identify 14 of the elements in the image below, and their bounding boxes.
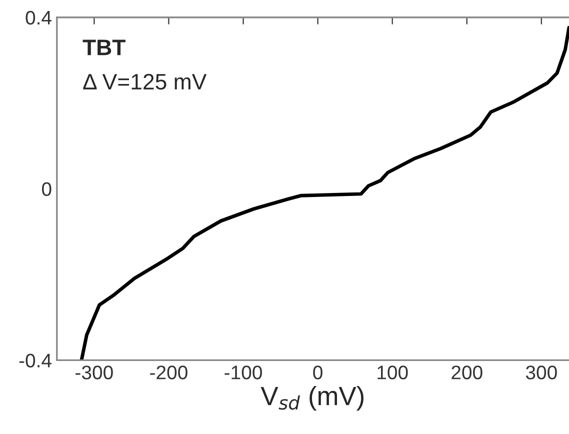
x-tick-label: 100 [378, 366, 408, 380]
y-tick-label: 0 [42, 182, 52, 196]
x-axis-title: V$_{sd}$ (mV) [260, 386, 364, 411]
x-tick-label: 200 [452, 366, 482, 380]
x-tick-label: 0 [313, 366, 322, 380]
y-tick-label: -0.4 [19, 354, 52, 368]
annotation: Δ V=125 mV [83, 74, 207, 90]
annotation: TBT [82, 40, 126, 56]
line-series [80, 26, 569, 360]
y-tick-label: 0.4 [26, 10, 52, 25]
x-tick-label: 300 [526, 366, 557, 380]
x-tick-label: -100 [224, 366, 262, 380]
x-tick-label: -200 [150, 366, 188, 380]
x-tick-label: -300 [76, 366, 113, 380]
